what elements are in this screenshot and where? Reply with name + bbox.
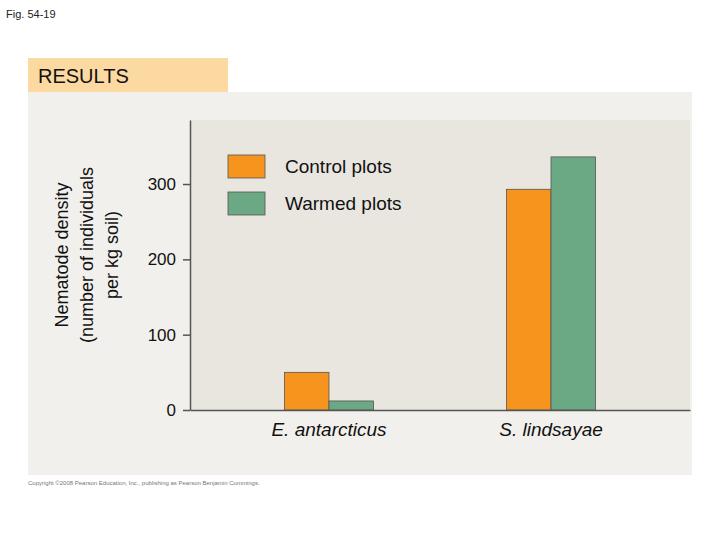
x-tick: E. antarcticus xyxy=(271,410,387,440)
y-axis-line xyxy=(190,121,192,411)
legend-label: Control plots xyxy=(285,156,392,177)
legend: Control plots Warmed plots xyxy=(228,155,402,215)
y-label: Nematode density(number of individualspe… xyxy=(52,167,122,343)
bar xyxy=(284,372,329,410)
plot-area xyxy=(190,120,690,410)
figure-panel xyxy=(28,92,692,475)
y-tick-label: 0 xyxy=(167,401,176,420)
y-tick-label: 300 xyxy=(148,175,176,194)
y-tick: 300 xyxy=(148,175,190,194)
y-label-line: per kg soil) xyxy=(102,211,122,299)
y-tick: 200 xyxy=(148,250,190,269)
x-tick-label: S. lindsayae xyxy=(499,419,603,440)
bars xyxy=(284,157,595,410)
y-tick: 100 xyxy=(148,326,190,345)
y-tick-mark xyxy=(183,410,190,412)
y-tick-mark xyxy=(183,334,190,336)
y-label-line: (number of individuals xyxy=(77,167,97,343)
y-tick-mark xyxy=(183,184,190,186)
legend-label: Warmed plots xyxy=(285,193,402,214)
title-box xyxy=(28,58,228,92)
x-tick: S. lindsayae xyxy=(499,410,603,440)
legend-swatch xyxy=(228,192,265,215)
bar xyxy=(329,401,374,410)
y-tick-label: 200 xyxy=(148,250,176,269)
y-tick: 0 xyxy=(167,401,190,420)
title: RESULTS xyxy=(38,65,129,87)
y-label-line: Nematode density xyxy=(52,182,72,327)
legend-swatch xyxy=(228,155,265,178)
copyright: Copyright ©2008 Pearson Education, Inc.,… xyxy=(28,480,260,486)
y-tick-label: 100 xyxy=(148,326,176,345)
figure-label: Fig. 54-19 xyxy=(6,8,56,20)
bar xyxy=(507,189,552,410)
x-axis: E. antarcticus S. lindsayae xyxy=(191,410,691,440)
y-tick-mark xyxy=(183,259,190,261)
x-axis-line xyxy=(191,410,691,412)
chart: Fig. 54-19 Copyright ©2008 Pearson Educat… xyxy=(0,0,720,540)
x-tick-label: E. antarcticus xyxy=(271,419,387,440)
bar xyxy=(551,157,596,410)
y-axis: 0 100 200 300 xyxy=(148,121,191,420)
